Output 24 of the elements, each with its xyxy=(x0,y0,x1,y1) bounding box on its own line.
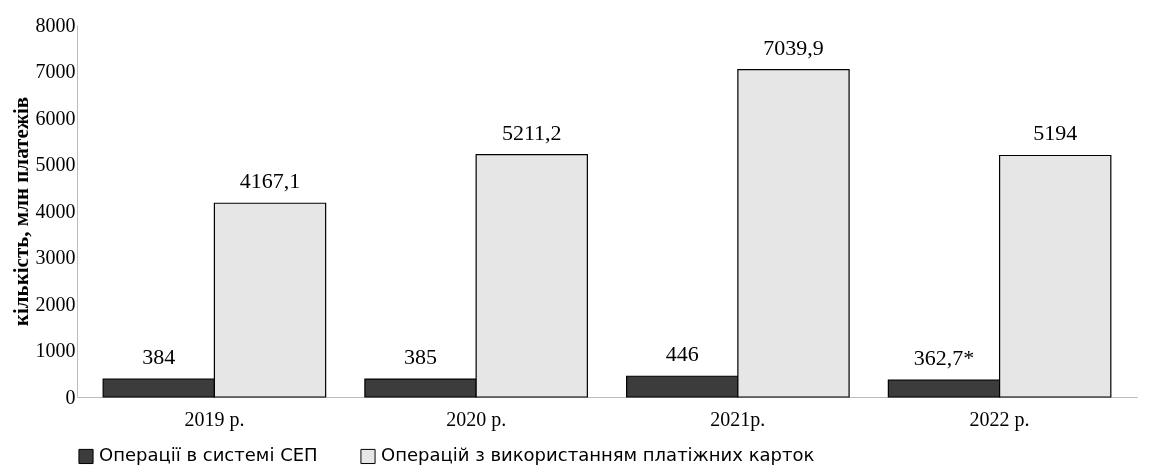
y-axis-title: кількість, млн платежів xyxy=(8,96,33,327)
legend-label: Операцій з використанням платіжних карток xyxy=(381,444,815,466)
y-tick-label: 8000 xyxy=(35,13,76,36)
legend-label: Операції в системі СЕП xyxy=(99,444,318,466)
data-label: 4167,1 xyxy=(239,168,301,194)
y-tick-label: 5000 xyxy=(35,153,76,175)
x-tick-label: 2022 р. xyxy=(969,407,1030,431)
x-tick-label: 2019 р. xyxy=(184,407,245,431)
y-tick-label: 0 xyxy=(65,385,76,408)
data-label: 446 xyxy=(665,341,699,367)
data-label: 5194 xyxy=(1033,120,1078,146)
data-label: 7039,9 xyxy=(763,34,824,60)
y-tick-label: 1000 xyxy=(35,339,76,361)
data-label: 385 xyxy=(404,344,438,370)
y-tick-label: 4000 xyxy=(35,199,76,222)
y-tick-label: 6000 xyxy=(35,106,76,129)
x-tick-label: 2020 р. xyxy=(446,407,507,431)
x-tick-label: 2021р. xyxy=(710,407,766,431)
data-label: 362,7* xyxy=(913,345,975,371)
y-tick-label: 2000 xyxy=(35,292,76,315)
data-label: 5211,2 xyxy=(501,119,562,145)
data-label: 384 xyxy=(142,344,176,370)
y-tick-label: 3000 xyxy=(35,246,76,268)
y-tick-label: 7000 xyxy=(35,60,76,82)
